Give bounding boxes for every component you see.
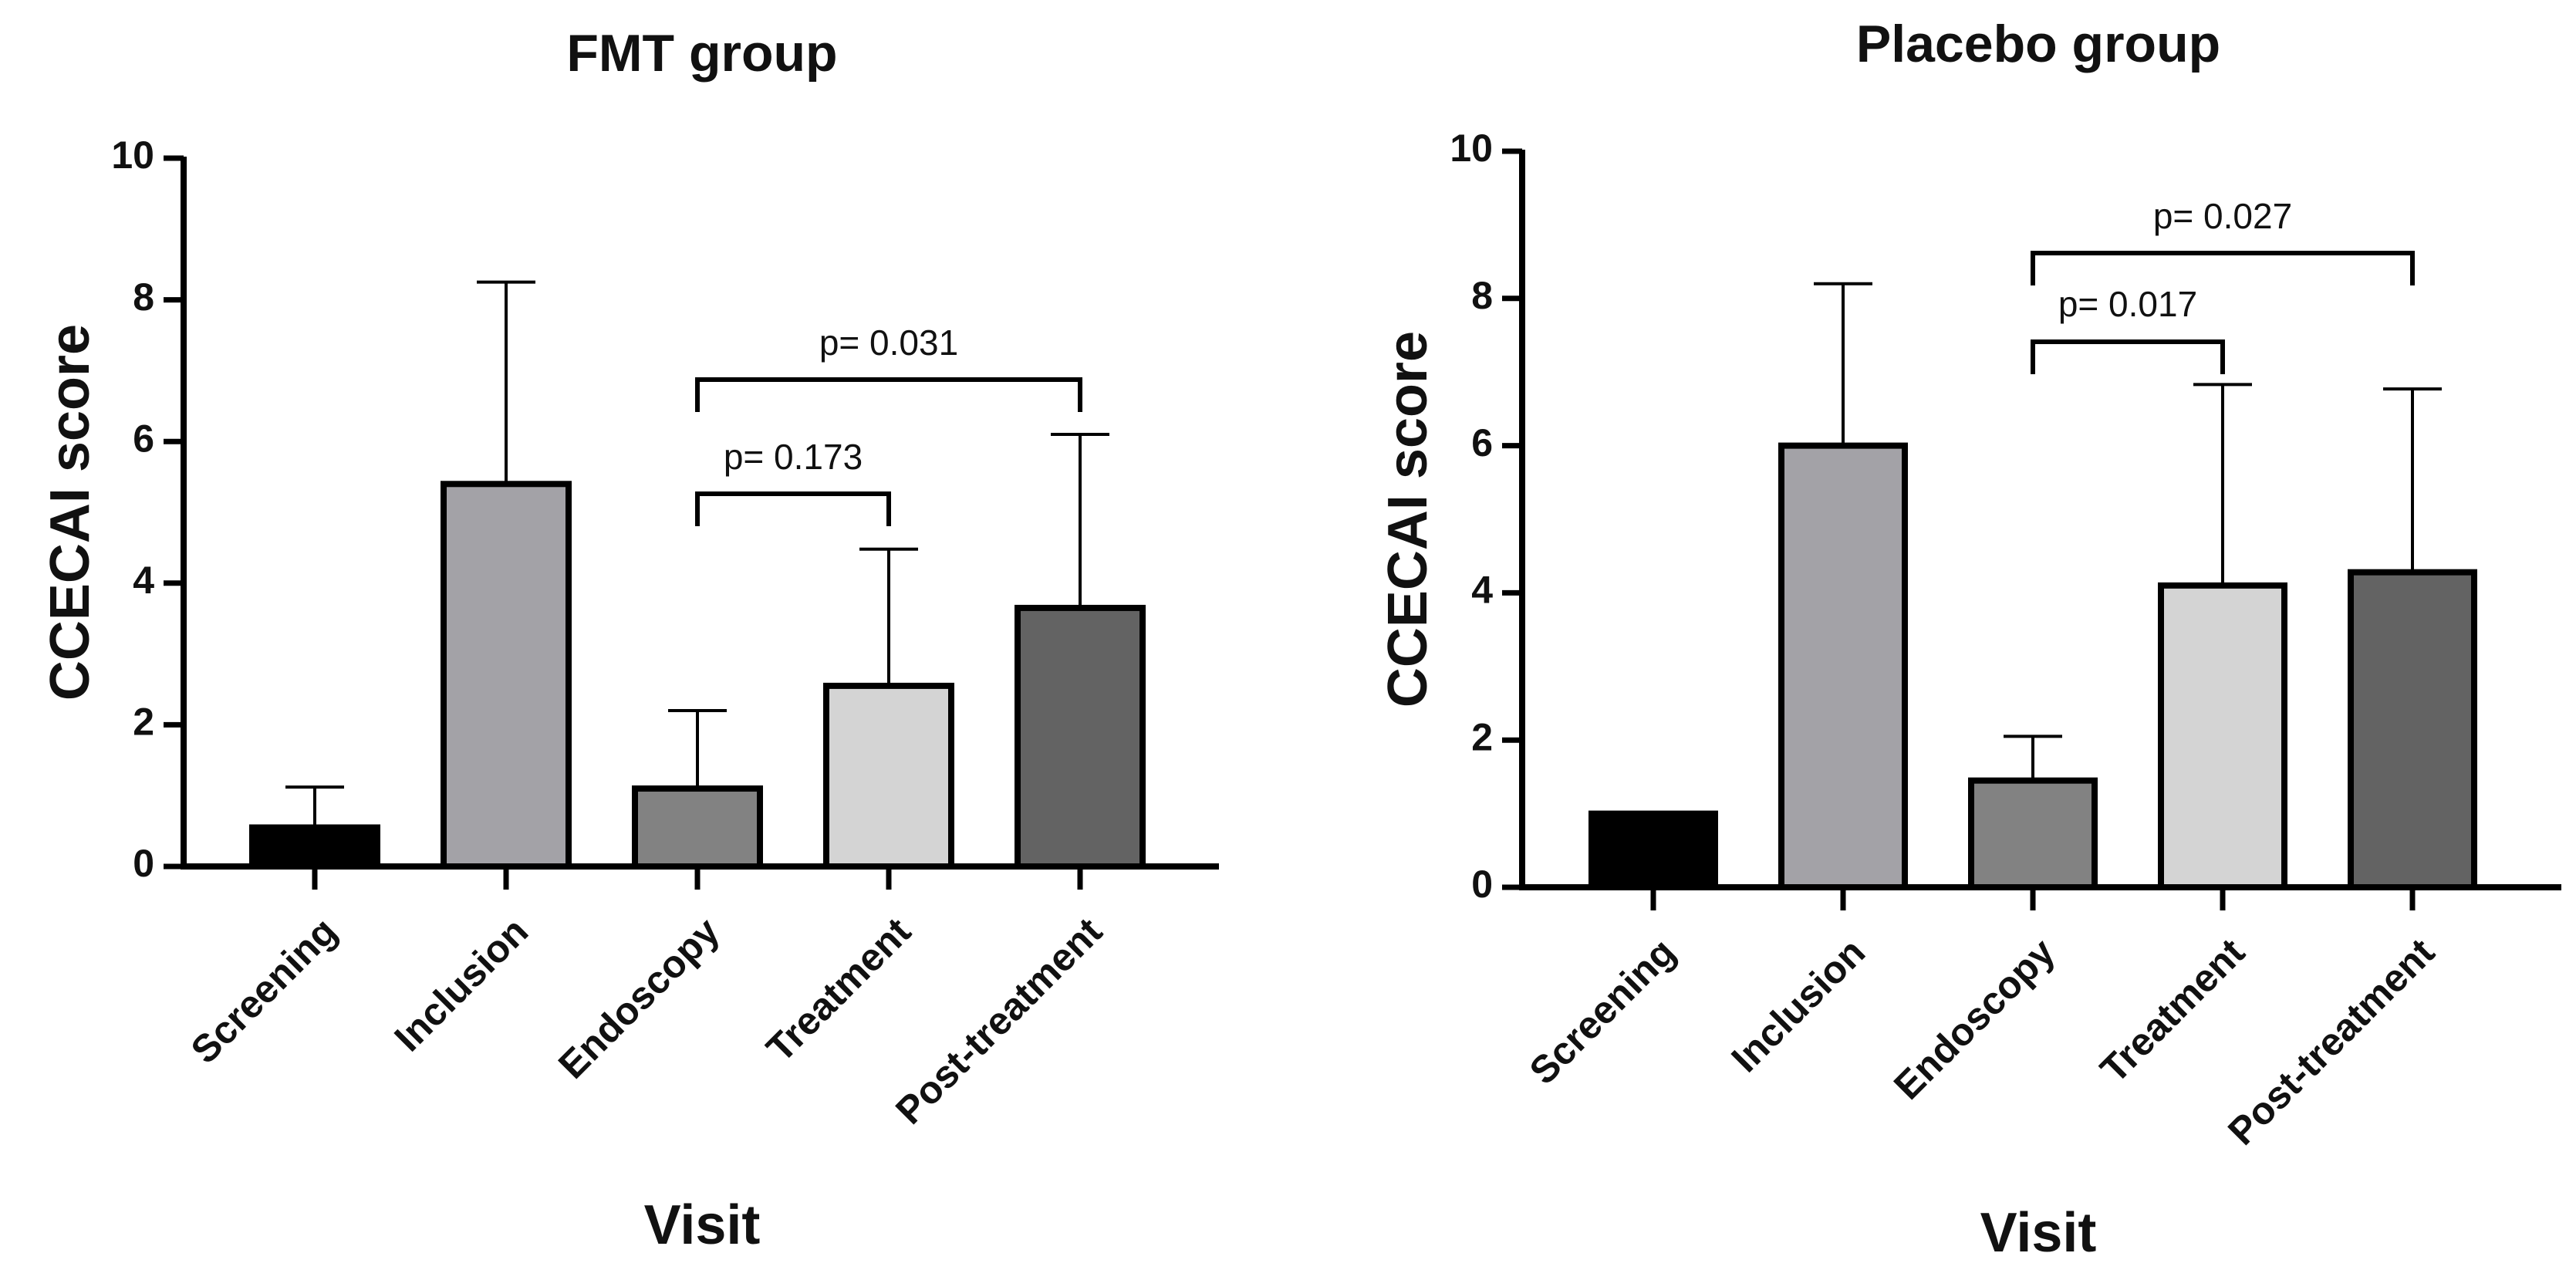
y-tick-label: 10 [111, 133, 154, 177]
y-tick-label: 6 [133, 417, 154, 460]
x-axis-title: Visit [1980, 1202, 2097, 1264]
significance-bracket-2 [2031, 251, 2415, 285]
significance-bracket-1 [2031, 339, 2225, 374]
p-value-label-2: p= 0.031 [819, 323, 958, 363]
y-axis-title: CCECAI score [39, 324, 101, 701]
chart-title: Placebo group [1856, 15, 2220, 73]
y-tick-label: 4 [1471, 569, 1493, 612]
significance-bracket-2 [695, 377, 1082, 412]
significance-bracket-1 [695, 491, 891, 526]
bar-post-treatment [1015, 604, 1146, 870]
chart-title: FMT group [566, 24, 837, 83]
y-tick-label: 4 [133, 559, 154, 602]
bar-endoscopy [1968, 777, 2098, 890]
y-tick-label: 8 [133, 275, 154, 319]
chart-panel-1: FMT group CCECAI score Visit 0 2 4 6 8 10 Screeni… [39, 24, 1219, 1256]
y-tick-label: 2 [133, 701, 154, 744]
p-value-label-2: p= 0.027 [2153, 196, 2292, 236]
bar-post-treatment [2348, 569, 2477, 890]
x-category-label-endoscopy: Endoscopy [550, 910, 728, 1087]
x-category-label-inclusion: Inclusion [1723, 930, 1873, 1081]
x-category-label-endoscopy: Endoscopy [1886, 930, 2063, 1108]
y-tick-label: 2 [1471, 715, 1493, 758]
x-category-label-post-treatment: Post-treatment [2220, 930, 2443, 1153]
bar-treatment [823, 682, 954, 870]
y-tick-label: 10 [1450, 127, 1493, 170]
x-category-label-inclusion: Inclusion [386, 910, 536, 1060]
bar-screening [249, 824, 380, 870]
y-tick-label: 8 [1471, 274, 1493, 317]
bar-treatment [2158, 582, 2287, 890]
bar-inclusion [441, 481, 572, 870]
y-axis-title: CCECAI score [1377, 331, 1439, 708]
y-tick-label: 0 [1471, 863, 1493, 906]
x-axis-title: Visit [644, 1194, 761, 1256]
bar-inclusion [1778, 442, 1908, 890]
chart-panel-2: Placebo group CCECAI score Visit 0 2 4 6 8 10 Scr… [1377, 15, 2561, 1264]
bar-screening [1588, 810, 1718, 890]
p-value-label-1: p= 0.173 [724, 437, 863, 477]
p-value-label-1: p= 0.017 [2058, 284, 2197, 324]
bar-endoscopy [632, 785, 763, 870]
x-category-label-treatment: Treatment [758, 909, 920, 1070]
x-category-label-treatment: Treatment [2092, 930, 2254, 1091]
x-category-label-screening: Screening [1521, 930, 1684, 1093]
x-category-label-screening: Screening [183, 910, 346, 1072]
x-category-label-post-treatment: Post-treatment [887, 909, 1110, 1132]
y-tick-label: 6 [1471, 421, 1493, 464]
y-tick-label: 0 [133, 842, 154, 885]
